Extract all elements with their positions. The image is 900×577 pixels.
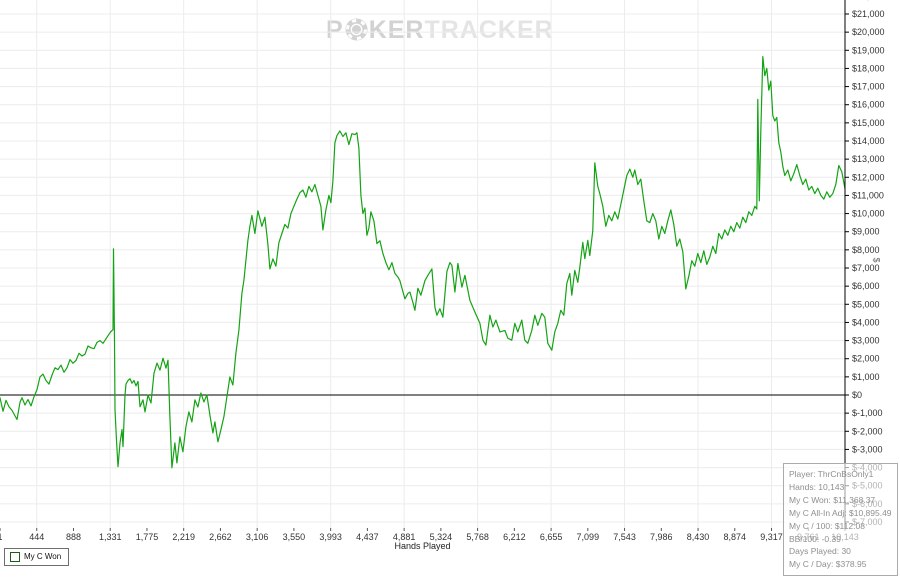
y-tick-label: $12,000 [852,172,885,182]
y-tick-label: $-2,000 [852,426,883,436]
tooltip-line: My C / Day: $378.95 [789,559,867,570]
tooltip-line: Days Played: 30 [789,546,851,557]
tooltip-line: Hands: 10,143 [789,481,845,492]
x-tick-label: 7,099 [577,532,600,542]
x-tick-label: 3,993 [319,532,342,542]
watermark-text-ker: KER [368,16,425,44]
x-tick-label: 6,655 [540,532,563,542]
tooltip-line: Player: ThrCnBsOnly1 [789,469,874,479]
poker-chip-icon [345,18,368,48]
legend-series-label: My C Won [24,552,62,561]
graph-legend[interactable]: My C Won [4,548,70,566]
y-tick-label: $22,000 [852,0,885,1]
y-tick-label: $-1,000 [852,408,883,418]
y-tick-label: $21,000 [852,9,885,19]
y-tick-label: $17,000 [852,82,885,92]
x-tick-label: 2,219 [172,532,195,542]
x-tick-label: 1 [0,532,3,542]
pokertracker-watermark: P KERTRACKER [326,16,554,48]
x-tick-label: 1,775 [136,532,159,542]
tooltip-line: My C Won: $11,368.37 [789,494,876,505]
x-tick-label: 8,430 [687,532,710,542]
y-tick-label: $1,000 [852,372,880,382]
x-tick-label: 5,768 [466,532,489,542]
x-tick-label: 3,550 [283,532,306,542]
y-tick-label: $15,000 [852,118,885,128]
y-tick-label: $18,000 [852,63,885,73]
x-tick-label: 6,212 [503,532,526,542]
y-tick-label: $8,000 [852,245,880,255]
y-tick-label: $20,000 [852,27,885,37]
x-tick-label: 5,324 [430,532,453,542]
y-tick-label: $0 [852,390,862,400]
x-tick-label: 7,986 [650,532,673,542]
x-tick-label: 8,874 [724,532,747,542]
tooltip-line: BB/100: -0.39 [789,533,841,544]
y-tick-label: $2,000 [852,354,880,364]
y-tick-label: $13,000 [852,154,885,164]
y-tick-label: $11,000 [852,190,884,200]
y-tick-label: $3,000 [852,336,880,346]
tooltip-line: My C All-In Adj: $10,895.49 [789,507,892,518]
stats-tooltip: Player: ThrCnBsOnly1 Hands: 10,143 My C Wo… [783,463,898,577]
x-tick-label: 7,543 [613,532,636,542]
x-tick-label: 888 [66,532,81,542]
y-tick-label: $14,000 [852,136,885,146]
y-tick-label: $5,000 [852,299,880,309]
x-axis-title: Hands Played [394,541,451,551]
y-tick-label: $10,000 [852,209,885,219]
x-tick-label: 9,317 [760,532,783,542]
y-tick-label: $4,000 [852,317,880,327]
y-tick-label: $9,000 [852,227,880,237]
y-axis-title: $ [871,257,882,263]
tooltip-line: My C / 100: $112.08 [789,520,865,531]
x-tick-label: 444 [29,532,44,542]
x-tick-label: 2,662 [209,532,232,542]
x-tick-label: 4,881 [393,532,416,542]
y-tick-label: $16,000 [852,100,885,110]
y-tick-label: $6,000 [852,281,880,291]
y-tick-label: $19,000 [852,45,885,55]
x-tick-label: 1,331 [99,532,122,542]
x-tick-label: 3,106 [246,532,269,542]
winnings-series-path[interactable] [0,56,846,469]
legend-color-swatch [10,552,20,562]
y-tick-label: $-3,000 [852,444,883,454]
x-tick-label: 4,437 [356,532,379,542]
y-tick-label: $7,000 [852,263,880,273]
watermark-text-tracker: TRACKER [424,16,554,44]
